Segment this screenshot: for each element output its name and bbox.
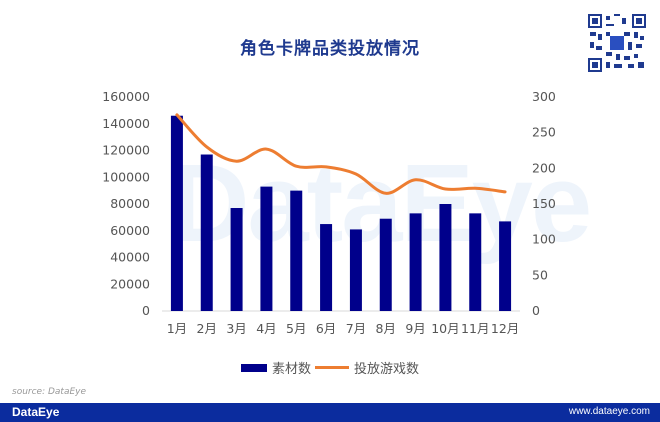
y-right-tick: 150 — [532, 196, 556, 211]
source-note: source: DataEye — [12, 387, 87, 397]
legend-line-swatch — [315, 366, 349, 369]
brand-logo: DataEye — [12, 405, 60, 419]
x-tick: 6月 — [316, 321, 336, 336]
y-right-tick: 0 — [532, 303, 540, 318]
y-left-tick: 60000 — [110, 223, 150, 238]
bar — [260, 186, 273, 311]
bar — [409, 213, 422, 311]
y-left-tick: 120000 — [102, 143, 150, 158]
x-tick: 1月 — [167, 321, 187, 336]
legend-bar-label: 素材数 — [271, 362, 311, 377]
website-link[interactable]: www.dataeye.com — [568, 406, 650, 417]
bar — [170, 115, 183, 311]
y-right-tick: 100 — [532, 232, 556, 247]
y-left-tick: 140000 — [102, 116, 150, 131]
y-left-tick: 20000 — [110, 276, 150, 291]
bar — [320, 224, 333, 311]
x-tick: 7月 — [346, 321, 366, 336]
y-right-tick: 250 — [532, 125, 556, 140]
footer-bar: DataEye www.dataeye.com — [0, 403, 660, 422]
bar — [200, 154, 213, 311]
y-right-tick: 200 — [532, 160, 556, 175]
bar — [230, 208, 243, 311]
y-right-tick: 300 — [532, 89, 556, 104]
y-left-tick: 80000 — [110, 196, 150, 211]
bar — [290, 190, 303, 311]
y-left-tick: 40000 — [110, 250, 150, 265]
bar — [499, 221, 512, 311]
x-tick: 3月 — [226, 321, 246, 336]
y-right-tick: 50 — [532, 267, 548, 282]
chart-title: 角色卡牌品类投放情况 — [240, 39, 420, 59]
bar — [349, 229, 362, 311]
x-tick: 2月 — [197, 321, 217, 336]
x-tick: 8月 — [376, 321, 396, 336]
line-series — [175, 113, 507, 195]
bar — [439, 204, 452, 311]
x-tick: 12月 — [491, 321, 519, 336]
y-left-tick: 160000 — [102, 89, 150, 104]
legend-line-label: 投放游戏数 — [354, 362, 420, 377]
x-tick: 11月 — [461, 321, 489, 336]
x-tick: 4月 — [256, 321, 276, 336]
x-tick: 10月 — [431, 321, 459, 336]
qr-code-icon — [588, 14, 646, 72]
chart-plot: 0 20000 40000 60000 80000 100000 120000 140000 1… — [102, 89, 556, 336]
x-tick: 5月 — [286, 321, 306, 336]
legend: 素材数 投放游戏数 — [0, 358, 660, 377]
legend-bar-swatch — [240, 363, 267, 372]
y-left-tick: 100000 — [102, 169, 150, 184]
bar — [379, 218, 392, 311]
x-tick: 9月 — [405, 321, 425, 336]
bar — [469, 213, 482, 311]
y-left-tick: 0 — [142, 303, 150, 318]
